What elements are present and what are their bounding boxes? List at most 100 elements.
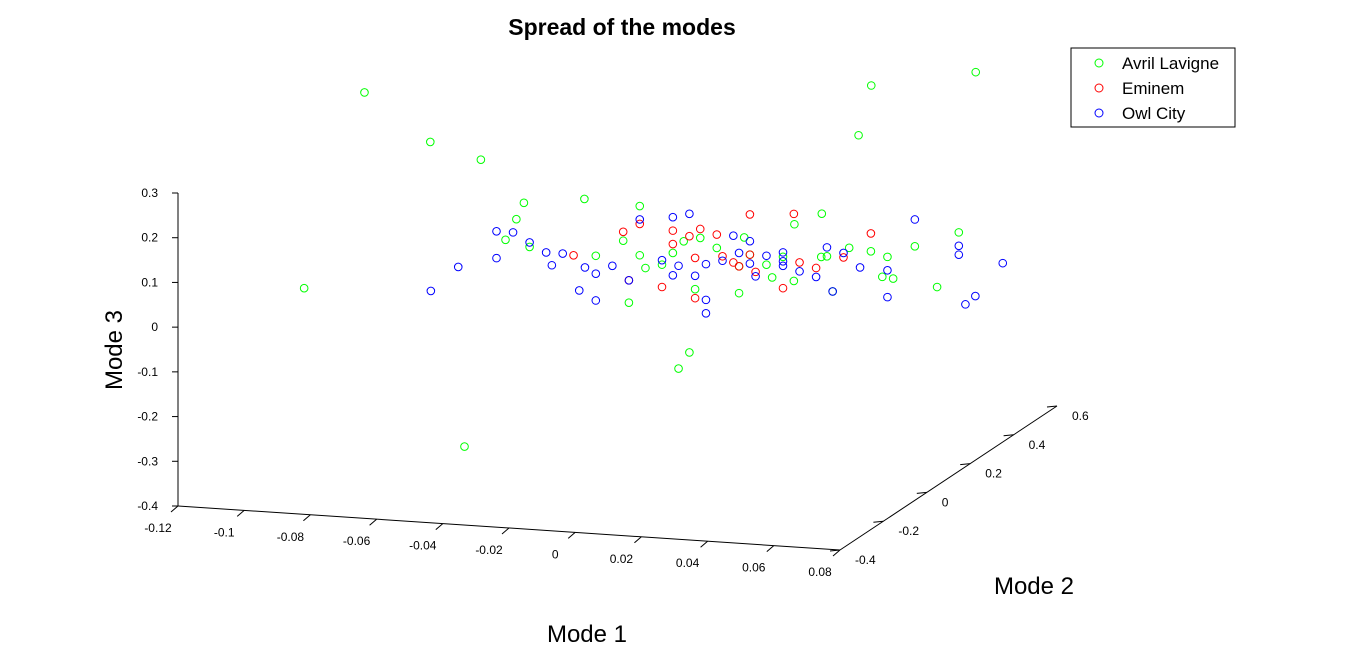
x-axis-label: Mode 1 xyxy=(547,621,627,648)
data-point xyxy=(558,249,568,258)
y-tick-mark xyxy=(916,491,927,494)
y-tick-label: -0.2 xyxy=(898,524,919,538)
data-point xyxy=(734,248,744,258)
y-tick-label: 0 xyxy=(942,495,949,509)
data-point xyxy=(701,259,711,269)
data-point xyxy=(734,288,744,298)
data-point xyxy=(519,198,529,208)
data-point xyxy=(817,209,827,218)
y-tick-mark xyxy=(873,520,884,523)
data-point xyxy=(547,260,557,270)
data-point xyxy=(718,256,727,266)
x-tick-mark xyxy=(567,532,576,539)
data-point xyxy=(641,263,650,273)
data-point xyxy=(426,137,435,147)
data-point xyxy=(668,212,678,222)
z-tick-label: 0.3 xyxy=(141,186,158,200)
data-point xyxy=(866,229,876,238)
data-point xyxy=(778,248,788,257)
data-point xyxy=(844,243,854,253)
data-point xyxy=(701,309,711,318)
chart-title: Spread of the modes xyxy=(508,14,735,40)
data-point xyxy=(910,215,920,224)
data-point xyxy=(668,271,678,280)
data-point xyxy=(883,266,892,275)
x-tick-mark xyxy=(634,536,642,544)
data-point xyxy=(635,250,645,260)
data-point xyxy=(789,276,799,286)
data-point xyxy=(690,271,700,281)
x-tick-mark xyxy=(832,549,841,557)
data-point xyxy=(668,248,678,258)
data-point xyxy=(635,201,645,211)
x-tick-label: -0.08 xyxy=(277,530,305,544)
data-point xyxy=(618,236,628,246)
data-point xyxy=(679,237,689,246)
x-tick-label: 0.02 xyxy=(610,552,634,566)
data-point xyxy=(674,364,683,373)
data-point xyxy=(674,261,683,271)
data-point xyxy=(745,259,755,268)
data-point xyxy=(971,67,981,77)
x-tick-label: 0.04 xyxy=(676,556,700,570)
z-tick-label: 0 xyxy=(151,320,158,334)
data-point xyxy=(789,209,799,219)
data-point xyxy=(668,226,678,235)
data-point xyxy=(822,243,832,252)
data-point xyxy=(718,251,727,261)
data-point xyxy=(635,219,645,229)
x-tick-mark xyxy=(236,510,245,517)
data-point xyxy=(299,283,309,293)
data-point xyxy=(635,215,645,224)
data-point xyxy=(778,257,788,266)
data-point xyxy=(574,286,584,295)
y-tick-mark xyxy=(960,463,971,466)
data-point xyxy=(618,227,628,237)
y-axis-line xyxy=(839,405,1058,551)
data-point xyxy=(591,269,601,278)
x-tick-label: -0.12 xyxy=(144,521,172,535)
legend-marker xyxy=(1094,108,1104,118)
legend-label: Eminem xyxy=(1122,79,1184,98)
x-tick-mark xyxy=(435,523,444,530)
data-point xyxy=(460,442,469,451)
data-point xyxy=(855,263,865,272)
data-point xyxy=(685,231,694,241)
data-point xyxy=(878,272,887,282)
data-point xyxy=(795,258,804,267)
x-tick-label: -0.1 xyxy=(214,525,235,539)
data-point xyxy=(624,298,634,307)
x-tick-mark xyxy=(303,514,311,522)
y-tick-label: 0.2 xyxy=(985,467,1002,481)
data-point xyxy=(954,228,964,237)
data-point xyxy=(512,214,521,224)
data-point xyxy=(745,236,755,246)
data-point xyxy=(762,251,771,261)
data-point xyxy=(822,252,832,261)
z-tick-label: -0.2 xyxy=(137,410,158,424)
data-point xyxy=(745,250,755,259)
data-point xyxy=(971,291,980,301)
x-tick-mark xyxy=(369,518,377,526)
data-point xyxy=(854,130,863,140)
data-point xyxy=(525,242,534,252)
x-tick-mark xyxy=(700,540,708,548)
legend: Avril Lavigne Eminem Owl City xyxy=(1070,47,1236,128)
y-tick-label: 0.4 xyxy=(1029,438,1046,452)
points-group xyxy=(299,67,1008,451)
z-tick-label: 0.2 xyxy=(141,231,158,245)
data-point xyxy=(751,267,760,277)
data-point xyxy=(591,251,601,261)
data-point xyxy=(811,263,821,273)
data-point xyxy=(778,261,788,271)
x-tick-label: 0 xyxy=(552,547,559,561)
data-point xyxy=(501,235,510,245)
data-point xyxy=(734,262,744,271)
legend-label: Avril Lavigne xyxy=(1122,54,1219,73)
data-point xyxy=(811,272,821,282)
data-point xyxy=(932,282,942,292)
data-point xyxy=(828,287,837,296)
data-point xyxy=(541,248,551,257)
data-point xyxy=(685,348,694,357)
